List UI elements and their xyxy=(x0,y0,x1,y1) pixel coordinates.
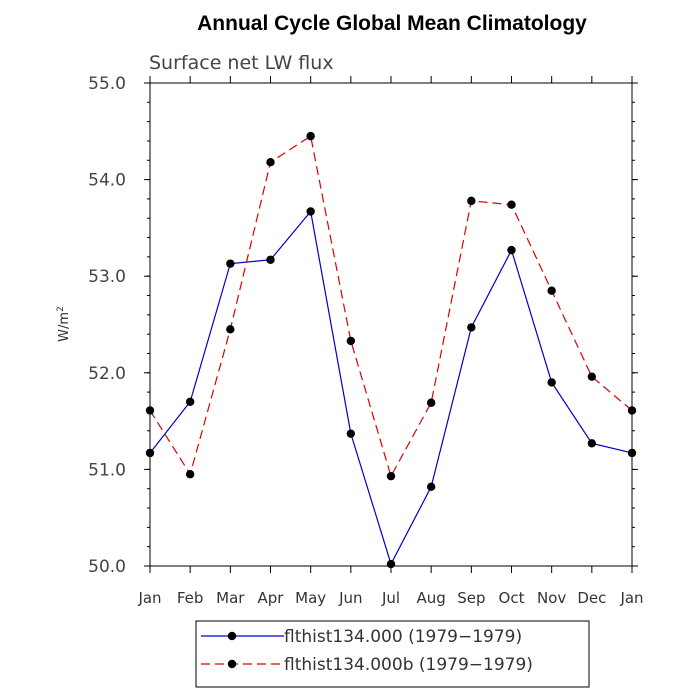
x-tick-label: Oct xyxy=(499,589,525,607)
x-tick-label: May xyxy=(295,589,326,607)
y-tick-label: 50.0 xyxy=(88,557,126,577)
data-point xyxy=(145,448,155,458)
data-point xyxy=(226,259,235,268)
data-point xyxy=(547,378,556,387)
x-tick-labels: Jan Feb Mar Apr May Jun Jul Aug Sep Oct Nov Dec Jan xyxy=(137,589,643,607)
axis-ticks xyxy=(144,76,638,573)
x-tick-label: Dec xyxy=(577,589,606,607)
y-axis-label-unit: W/m xyxy=(57,312,72,342)
legend-items: flthist134.000 (1979−1979) flthist134.000… xyxy=(201,627,533,675)
data-point xyxy=(306,207,315,216)
legend-box xyxy=(195,620,590,688)
data-point xyxy=(346,429,356,438)
data-point xyxy=(587,372,597,381)
data-point xyxy=(627,406,637,415)
data-point xyxy=(426,482,436,491)
y-axis-label: W/m2 xyxy=(56,306,72,342)
legend-swatch-marker xyxy=(227,631,237,641)
chart-title: Annual Cycle Global Mean Climatology xyxy=(197,12,587,35)
plot-frame xyxy=(149,82,633,567)
chart-subtitle: Surface net LW flux xyxy=(149,52,334,74)
x-tick-label: Jan xyxy=(137,589,161,607)
legend: flthist134.000 (1979−1979) flthist134.000… xyxy=(195,620,590,688)
series-line xyxy=(149,210,633,566)
data-point xyxy=(346,336,356,346)
x-tick-label: Sep xyxy=(457,589,485,607)
x-tick-label: Feb xyxy=(177,589,204,607)
series-line xyxy=(149,135,633,478)
y-tick-label: 54.0 xyxy=(88,171,126,191)
y-tick-label: 53.0 xyxy=(88,267,126,287)
x-tick-label: Jan xyxy=(619,589,643,607)
x-tick-label: Nov xyxy=(537,589,566,607)
series-group xyxy=(145,131,637,569)
x-tick-label: Jul xyxy=(381,589,400,607)
y-tick-label: 55.0 xyxy=(88,74,126,94)
legend-label: flthist134.000 (1979−1979) xyxy=(284,627,522,647)
y-tick-label: 51.0 xyxy=(88,460,126,480)
data-point xyxy=(266,158,275,167)
data-point xyxy=(627,448,637,458)
x-tick-label: Aug xyxy=(417,589,446,607)
data-point xyxy=(547,286,556,295)
y-tick-label: 52.0 xyxy=(88,364,126,384)
data-point xyxy=(507,200,516,209)
y-tick-labels: 50.0 51.0 52.0 53.0 54.0 55.0 xyxy=(88,74,126,577)
data-point xyxy=(386,559,396,569)
data-point xyxy=(266,255,275,264)
legend-label: flthist134.000b (1979−1979) xyxy=(284,655,533,675)
x-tick-label: Mar xyxy=(216,589,245,607)
data-point xyxy=(306,131,315,141)
data-point xyxy=(185,470,195,479)
data-point xyxy=(386,471,396,481)
data-point xyxy=(426,398,436,407)
data-point xyxy=(145,406,155,415)
data-point xyxy=(587,439,597,448)
x-tick-label: Jun xyxy=(338,589,362,607)
x-tick-label: Apr xyxy=(258,589,285,607)
data-point xyxy=(507,245,516,255)
legend-swatch-marker xyxy=(227,659,237,669)
data-point xyxy=(467,323,476,332)
y-axis-label-exponent: 2 xyxy=(56,306,66,312)
data-point xyxy=(185,397,195,406)
data-point xyxy=(467,196,476,206)
data-point xyxy=(226,325,235,334)
